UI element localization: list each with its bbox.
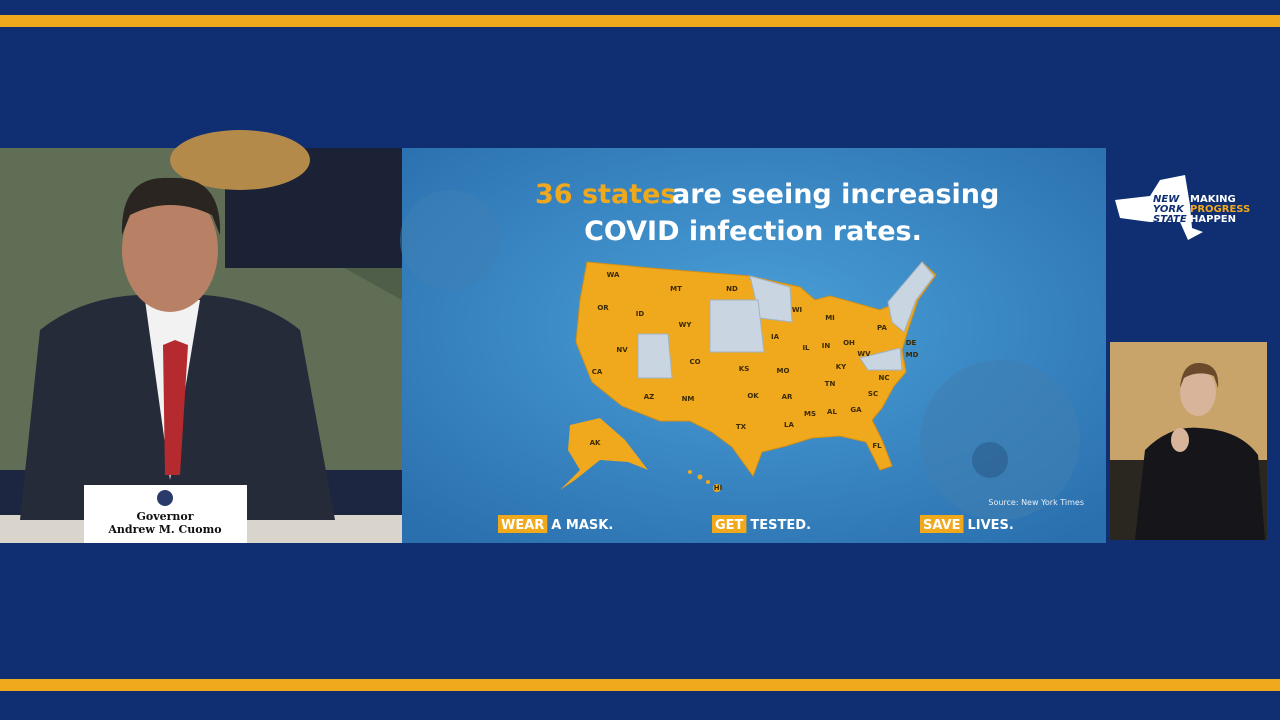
slogan-highlight: GET [715, 518, 744, 533]
nameplate-line: Andrew M. Cuomo [107, 523, 221, 536]
state-label: WY [679, 321, 693, 329]
logo-text: NEW [1153, 194, 1180, 205]
state-label: WI [792, 306, 802, 314]
logo-tagline: PROGRESS [1190, 204, 1250, 215]
state-label: NV [616, 346, 628, 354]
state-label: DE [906, 339, 917, 347]
logo-text: STATE [1153, 214, 1187, 225]
slogan-text: LIVES. [967, 518, 1013, 533]
state-label: OH [843, 339, 855, 347]
interpreter-video [1110, 342, 1267, 540]
state-label: AL [827, 408, 837, 416]
state-label: CO [689, 358, 700, 366]
state-label: IN [822, 342, 831, 350]
state-label: LA [784, 421, 794, 429]
slogan-highlight-box [498, 515, 548, 533]
slide-title-highlight: 36 states [535, 179, 676, 210]
slogan-text: TESTED. [750, 518, 811, 533]
state-label: NM [682, 395, 695, 403]
slogan-highlight: WEAR [501, 518, 544, 533]
slide-footer: WEAR A MASK. GET TESTED. SAVE LIVES. [498, 515, 1014, 533]
state-label: FL [872, 442, 882, 450]
logo-tagline: HAPPEN [1190, 214, 1236, 225]
nys-logo: NEW YORK STATE MAKING PROGRESS HAPPEN [1115, 175, 1250, 240]
speaker-video: Governor Andrew M. Cuomo [0, 130, 402, 543]
state-label: NC [879, 374, 890, 382]
us-map: WA OR ID MT WY ND NV CA CO KS MO IA WI MI IL IN OH PA KY WV… [560, 261, 937, 492]
state-label: MT [670, 285, 682, 293]
state-label: PA [877, 324, 887, 332]
nameplate-line: Governor [136, 510, 193, 523]
state-label: SC [868, 390, 878, 398]
state-label: MI [825, 314, 835, 322]
logo-tagline: MAKING [1190, 194, 1236, 205]
state-label: AR [782, 393, 793, 401]
state-label: ND [726, 285, 738, 293]
state-label: KY [836, 363, 847, 371]
state-label: IA [771, 333, 780, 341]
slogan-text: A MASK. [551, 518, 613, 533]
source-note: Source: New York Times [988, 498, 1084, 507]
state-label: TX [736, 423, 747, 431]
state-label: MS [804, 410, 816, 418]
slogan-highlight: SAVE [923, 518, 960, 533]
slogan-highlight-box [920, 515, 964, 533]
state-label: MD [906, 351, 919, 359]
slide: 36 states are seeing increasing COVID in… [400, 148, 1106, 543]
state-label: AK [590, 439, 601, 447]
slogan-highlight-box [712, 515, 747, 533]
state-label: GA [850, 406, 862, 414]
state-label: MO [777, 367, 790, 375]
state-label: HI [714, 484, 722, 492]
state-label: OR [597, 304, 609, 312]
slide-title: are seeing increasing [672, 179, 999, 210]
state-label: ID [636, 310, 645, 318]
bottom-stripe [0, 679, 1280, 691]
top-stripe [0, 15, 1280, 27]
state-label: AZ [644, 393, 655, 401]
state-label: KS [739, 365, 749, 373]
logo-text: YORK [1153, 204, 1185, 215]
state-label: IL [802, 344, 810, 352]
state-label: WA [607, 271, 620, 279]
state-label: WV [857, 350, 871, 358]
state-label: TN [825, 380, 836, 388]
state-label: CA [592, 368, 603, 376]
state-label: OK [747, 392, 759, 400]
slide-title: COVID infection rates. [584, 216, 922, 247]
